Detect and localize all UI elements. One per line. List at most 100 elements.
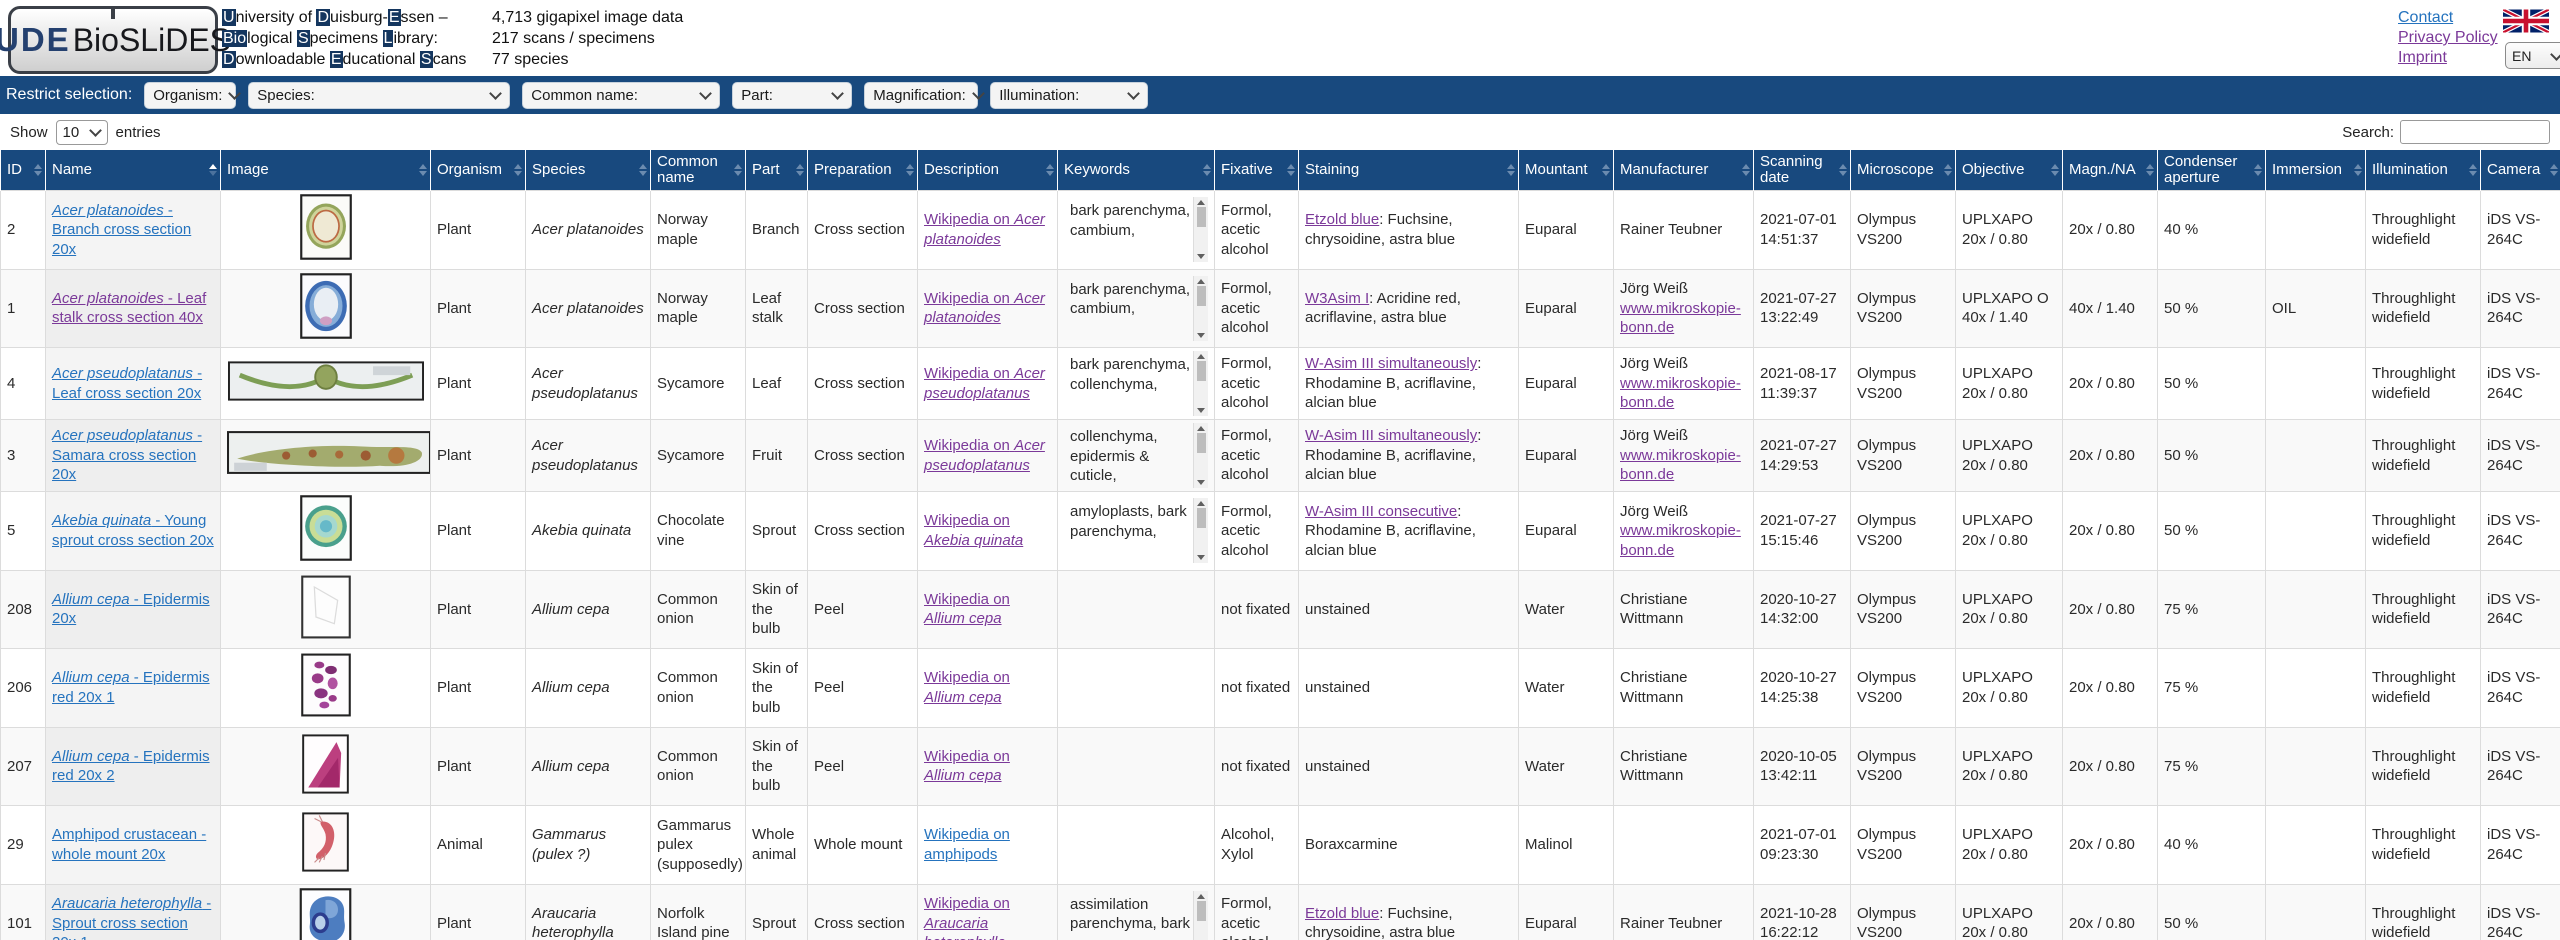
staining-link[interactable]: Etzold blue — [1305, 904, 1380, 922]
col-header-mountant[interactable]: Mountant — [1518, 150, 1614, 191]
col-header-organism[interactable]: Organism — [430, 150, 526, 191]
col-header-fixative[interactable]: Fixative — [1214, 150, 1299, 191]
scroll-down-icon[interactable] — [1197, 408, 1205, 413]
specimen-thumbnail[interactable] — [298, 272, 354, 339]
staining-link[interactable]: W3Asim I — [1305, 289, 1370, 307]
staining-link[interactable]: W-Asim III consecutive — [1305, 502, 1458, 520]
specimen-link[interactable]: Araucaria heterophylla - Sprout cross se… — [52, 895, 212, 940]
manufacturer-link[interactable]: www.mikroskopie-bonn.de — [1620, 446, 1741, 484]
keywords-scrollbar[interactable] — [1193, 890, 1208, 940]
specimen-thumbnail[interactable] — [298, 194, 354, 260]
specimen-link[interactable]: Allium cepa - Epidermis 20x — [52, 590, 210, 628]
cell-scanning-date: 2021-10-28 16:22:12 — [1753, 883, 1851, 940]
wikipedia-link[interactable]: Wikipedia on Allium cepa — [924, 669, 1010, 706]
specimen-thumbnail[interactable] — [302, 731, 349, 797]
col-header-description[interactable]: Description — [917, 150, 1058, 191]
scrollbar-thumb[interactable] — [1196, 361, 1206, 381]
col-header-scanning-date[interactable]: Scanning date — [1753, 150, 1851, 191]
col-header-part[interactable]: Part — [745, 150, 808, 191]
wikipedia-link[interactable]: Wikipedia on Acer platanoides — [924, 289, 1045, 327]
wikipedia-link[interactable]: Wikipedia on Acer pseudoplatanus — [924, 365, 1045, 402]
species-filter-select[interactable]: Species: — [248, 81, 511, 109]
scrollbar-thumb[interactable] — [1196, 900, 1206, 921]
sort-asc-icon — [209, 164, 217, 176]
col-header-camera[interactable]: Camera — [2480, 150, 2560, 191]
col-header-name[interactable]: Name — [45, 150, 221, 191]
scroll-up-icon[interactable] — [1197, 354, 1205, 359]
scroll-up-icon[interactable] — [1197, 426, 1205, 431]
scrollbar-thumb[interactable] — [1196, 508, 1206, 529]
scroll-down-icon[interactable] — [1197, 332, 1205, 338]
common-name-filter-select[interactable]: Common name: — [522, 81, 721, 109]
col-header-objective[interactable]: Objective — [1955, 150, 2063, 191]
search-input[interactable] — [2400, 120, 2550, 144]
col-header-illumination[interactable]: Illumination — [2365, 150, 2481, 191]
specimen-link[interactable]: Acer pseudoplatanus - Leaf cross section… — [52, 365, 203, 402]
page-length-select[interactable]: 10 — [55, 119, 108, 145]
specimen-link[interactable]: Allium cepa - Epidermis red 20x 1 — [52, 669, 210, 706]
wikipedia-link[interactable]: Wikipedia on Allium cepa — [924, 590, 1010, 628]
specimen-link[interactable]: Akebia quinata - Young sprout cross sect… — [52, 512, 214, 549]
col-header-common-name[interactable]: Common name — [650, 150, 746, 191]
specimen-link[interactable]: Acer pseudoplatanus - Samara cross secti… — [52, 427, 203, 484]
organism-filter-select[interactable]: Organism: — [144, 81, 242, 109]
contact-link[interactable]: Contact — [2398, 9, 2454, 26]
scroll-up-icon[interactable] — [1197, 278, 1205, 284]
specimen-thumbnail[interactable] — [300, 652, 351, 718]
staining-link[interactable]: Etzold blue — [1305, 211, 1380, 229]
imprint-link[interactable]: Imprint — [2398, 49, 2447, 66]
col-header-id[interactable]: ID — [0, 150, 46, 191]
scroll-down-icon[interactable] — [1197, 555, 1205, 561]
wikipedia-link[interactable]: Wikipedia on Acer pseudoplatanus — [924, 437, 1045, 474]
illumination-filter-select[interactable]: Illumination: — [990, 81, 1149, 109]
col-header-magn-na[interactable]: Magn./NA — [2062, 150, 2158, 191]
col-header-species[interactable]: Species — [525, 150, 651, 191]
privacy-policy-link[interactable]: Privacy Policy — [2398, 29, 2498, 46]
col-header-immersion[interactable]: Immersion — [2265, 150, 2366, 191]
specimen-link[interactable]: Acer platanoides - Branch cross section … — [52, 201, 192, 258]
specimen-link[interactable]: Allium cepa - Epidermis red 20x 2 — [52, 747, 210, 785]
scrollbar-thumb[interactable] — [1196, 285, 1206, 306]
specimen-link[interactable]: Amphipod crustacean - whole mount 20x — [52, 826, 207, 863]
keywords-scrollbar[interactable] — [1193, 351, 1208, 416]
keywords-scrollbar[interactable] — [1193, 498, 1208, 564]
scroll-up-icon[interactable] — [1197, 501, 1205, 507]
wikipedia-link[interactable]: Wikipedia on amphipods — [924, 826, 1010, 863]
wikipedia-link[interactable]: Wikipedia on Araucaria heterophylla — [924, 895, 1010, 940]
specimen-thumbnail[interactable] — [302, 809, 349, 875]
language-select[interactable]: EN — [2505, 42, 2560, 69]
scrollbar-thumb[interactable] — [1196, 433, 1206, 453]
keywords-scrollbar[interactable] — [1193, 275, 1208, 341]
staining-link[interactable]: W-Asim III simultaneously — [1305, 355, 1478, 373]
manufacturer-link[interactable]: www.mikroskopie-bonn.de — [1620, 374, 1741, 412]
staining-link[interactable]: W-Asim III simultaneously — [1305, 427, 1478, 445]
manufacturer-link[interactable]: www.mikroskopie-bonn.de — [1620, 522, 1741, 559]
keywords-scrollbar[interactable] — [1193, 423, 1208, 488]
scrollbar-thumb[interactable] — [1196, 207, 1206, 228]
wikipedia-link[interactable]: Wikipedia on Akebia quinata — [924, 512, 1024, 549]
specimen-thumbnail[interactable] — [300, 574, 351, 640]
col-header-condenser-aperture[interactable]: Condenser aperture — [2157, 150, 2266, 191]
col-header-preparation[interactable]: Preparation — [807, 150, 918, 191]
scroll-up-icon[interactable] — [1197, 200, 1205, 206]
part-filter-select[interactable]: Part: — [732, 81, 853, 109]
specimen-thumbnail[interactable] — [228, 361, 424, 401]
specimen-thumbnail[interactable] — [299, 887, 352, 940]
specimen-thumbnail[interactable] — [298, 495, 354, 561]
col-header-image[interactable]: Image — [220, 150, 431, 191]
manufacturer-link[interactable]: www.mikroskopie-bonn.de — [1620, 299, 1741, 337]
scroll-up-icon[interactable] — [1197, 893, 1205, 899]
col-header-keywords[interactable]: Keywords — [1057, 150, 1215, 191]
col-header-manufacturer[interactable]: Manufacturer — [1613, 150, 1754, 191]
wikipedia-link[interactable]: Wikipedia on Allium cepa — [924, 747, 1010, 785]
magnification-filter-select[interactable]: Magnification: — [864, 81, 985, 109]
scroll-down-icon[interactable] — [1197, 480, 1205, 485]
cell-staining: W-Asim III consecutive: Rhodamine B, acr… — [1298, 491, 1519, 571]
keywords-scrollbar[interactable] — [1193, 197, 1208, 263]
wikipedia-link[interactable]: Wikipedia on Acer platanoides — [924, 211, 1045, 248]
col-header-microscope[interactable]: Microscope — [1850, 150, 1956, 191]
scroll-down-icon[interactable] — [1197, 254, 1205, 260]
col-header-staining[interactable]: Staining — [1298, 150, 1519, 191]
specimen-link[interactable]: Acer platanoides - Leaf stalk cross sect… — [52, 289, 207, 327]
specimen-thumbnail[interactable] — [227, 431, 430, 475]
